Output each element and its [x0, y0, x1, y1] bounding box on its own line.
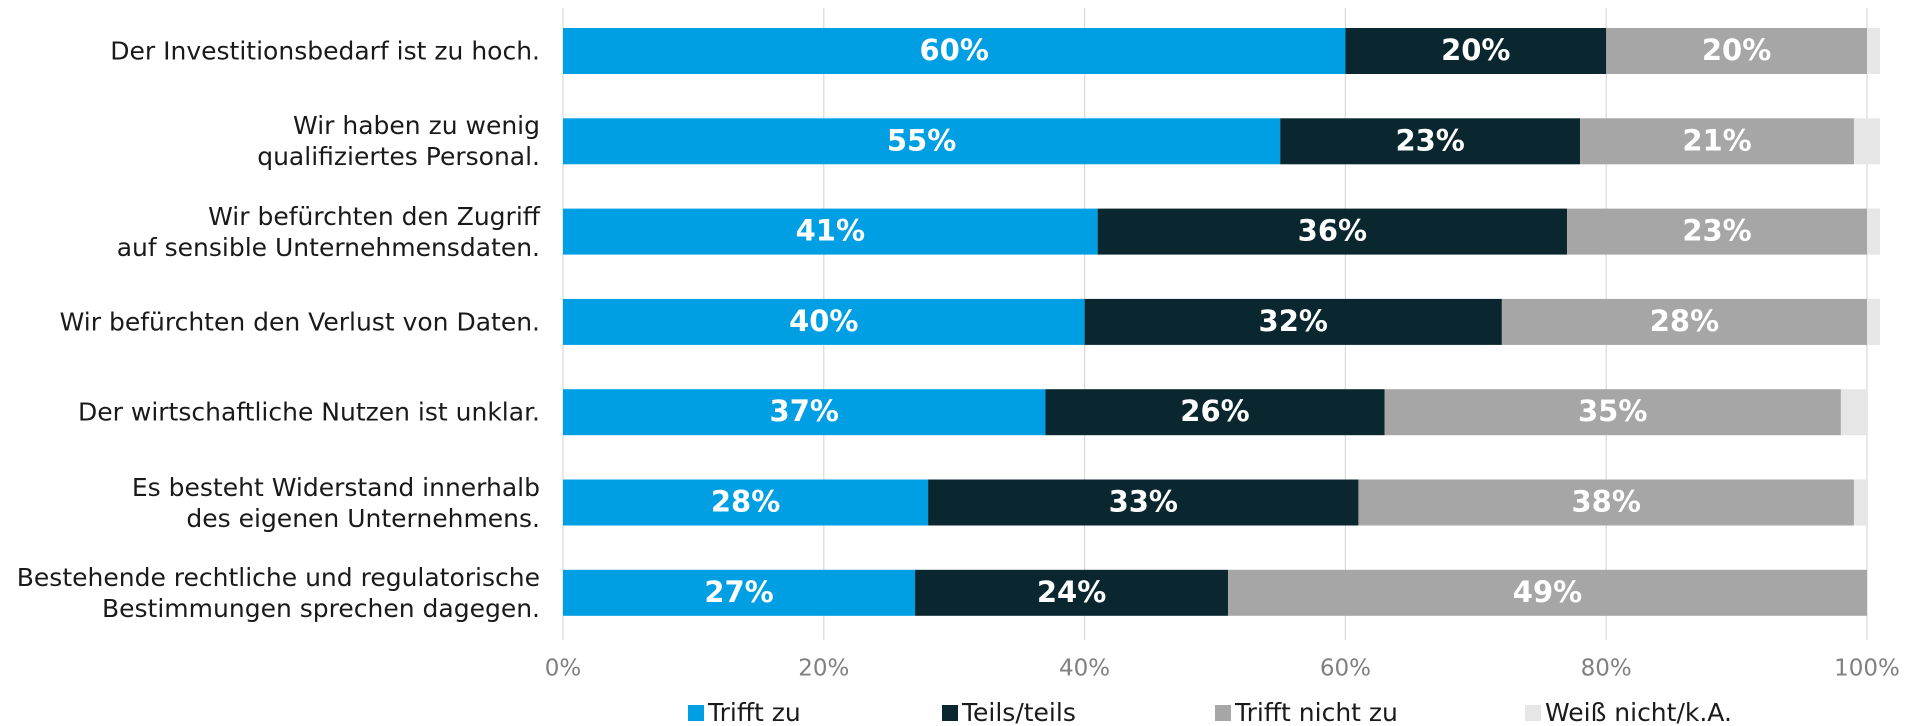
data-label: 33%: [1109, 485, 1178, 519]
bar-segment: [563, 208, 1098, 255]
category-label: Bestehende rechtliche und regulatorische…: [16, 562, 540, 623]
data-label: 40%: [789, 304, 858, 338]
bar-segment: [1853, 118, 1881, 165]
legend-label: Trifft nicht zu: [1234, 698, 1398, 726]
bar-segment: [1501, 298, 1867, 345]
data-label: 41%: [796, 214, 865, 248]
bar-segment: [1580, 118, 1854, 165]
bar-segment: [1840, 389, 1867, 436]
x-tick-label: 20%: [798, 656, 849, 682]
bar-segment: [563, 298, 1085, 345]
category-label: Wir befürchten den Zugriff auf sensible …: [116, 201, 540, 262]
bar-segment: [563, 479, 929, 526]
bar-segment: [1567, 208, 1867, 255]
data-label: 27%: [704, 575, 773, 609]
data-label: 23%: [1395, 123, 1464, 157]
bar-segment: [1228, 569, 1867, 616]
data-label: 28%: [711, 485, 780, 519]
data-label: 24%: [1037, 575, 1106, 609]
data-label: 28%: [1650, 304, 1719, 338]
bar-segment: [1384, 389, 1841, 436]
legend-label: Teils/teils: [961, 698, 1076, 726]
bar-segment: [915, 569, 1229, 616]
category-label: Der wirtschaftliche Nutzen ist unklar.: [78, 397, 540, 427]
data-label: 36%: [1298, 214, 1367, 248]
category-label: Wir befürchten den Verlust von Daten.: [59, 307, 540, 337]
bar-segment: [1867, 298, 1881, 345]
data-label: 49%: [1513, 575, 1582, 609]
category-label: Wir haben zu wenig qualifiziertes Person…: [257, 111, 540, 172]
bar-segment: [1097, 208, 1568, 255]
bar-segment: [563, 569, 916, 616]
x-tick-label: 60%: [1320, 656, 1371, 682]
bar-segment: [1358, 479, 1854, 526]
data-label: 21%: [1682, 123, 1751, 157]
bar-segment: [1045, 389, 1385, 436]
x-tick-label: 80%: [1581, 656, 1632, 682]
legend-swatch: [688, 705, 704, 721]
data-label: 23%: [1682, 214, 1751, 248]
data-label: 60%: [919, 33, 988, 67]
category-label: Der Investitionsbedarf ist zu hoch.: [110, 36, 540, 66]
data-label: 20%: [1702, 33, 1771, 67]
legend-swatch: [1525, 705, 1541, 721]
bar-segment: [1867, 208, 1881, 255]
data-label: 32%: [1259, 304, 1328, 338]
data-label: 38%: [1571, 485, 1640, 519]
x-tick-label: 100%: [1834, 656, 1900, 682]
bar-segment: [928, 479, 1359, 526]
data-label: 35%: [1578, 394, 1647, 428]
data-label: 55%: [887, 123, 956, 157]
bar-segment: [1853, 479, 1867, 526]
data-label: 26%: [1180, 394, 1249, 428]
bar-segment: [563, 389, 1046, 436]
legend-label: Weiß nicht/k.A.: [1545, 698, 1732, 726]
bar-segment: [1345, 28, 1607, 74]
bar-segment: [1280, 118, 1581, 165]
data-label: 20%: [1441, 33, 1510, 67]
legend-label: Trifft zu: [707, 698, 801, 726]
legend-swatch: [942, 705, 958, 721]
bar-segment: [1084, 298, 1502, 345]
category-label: Es besteht Widerstand innerhalb des eige…: [131, 472, 540, 533]
bar-segment: [1867, 28, 1881, 74]
bar-segment: [563, 118, 1281, 165]
x-tick-label: 40%: [1059, 656, 1110, 682]
legend-swatch: [1215, 705, 1231, 721]
bar-segment: [1606, 28, 1867, 74]
x-tick-label: 0%: [545, 656, 582, 682]
bar-segment: [563, 28, 1346, 74]
data-label: 37%: [770, 394, 839, 428]
